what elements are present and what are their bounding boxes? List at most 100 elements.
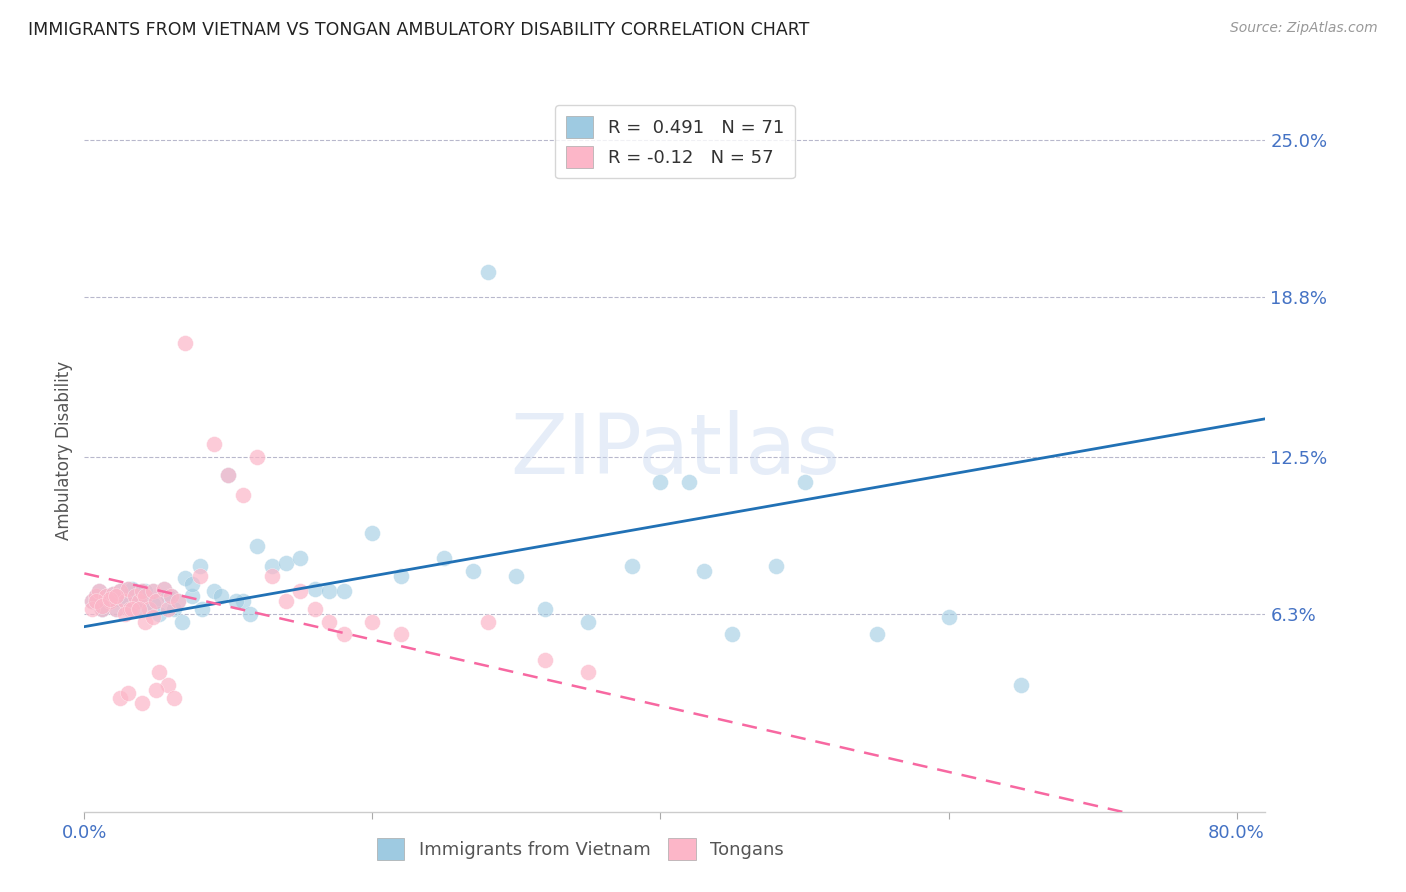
Point (121, 582, 143, 596)
Point (159, 589, 181, 603)
Point (290, 584, 312, 599)
Point (578, 615, 600, 629)
Point (477, 615, 499, 629)
Point (105, 591, 128, 606)
Point (120, 602, 142, 616)
Point (152, 582, 174, 596)
Legend: Immigrants from Vietnam, Tongans: Immigrants from Vietnam, Tongans (370, 831, 792, 868)
Point (163, 690, 186, 705)
Point (87, 584, 110, 599)
Point (209, 589, 232, 603)
Point (167, 594, 190, 608)
Point (145, 594, 167, 608)
Point (318, 615, 340, 629)
Point (232, 488, 254, 502)
Point (114, 607, 136, 621)
Point (131, 584, 153, 599)
Point (225, 594, 247, 608)
Point (90, 602, 112, 616)
Point (117, 582, 139, 596)
Point (90, 602, 112, 616)
Point (477, 265, 499, 279)
Point (120, 602, 142, 616)
Point (134, 584, 156, 599)
Point (117, 685, 139, 699)
Point (202, 584, 225, 599)
Point (174, 572, 197, 586)
Point (145, 594, 167, 608)
Point (217, 467, 239, 482)
Point (110, 584, 132, 599)
Y-axis label: Ambulatory Disability: Ambulatory Disability (55, 361, 73, 540)
Point (721, 627, 744, 641)
Point (128, 602, 150, 616)
Point (274, 594, 297, 608)
Point (142, 609, 165, 624)
Point (361, 615, 384, 629)
Point (202, 437, 225, 451)
Point (138, 602, 160, 616)
Point (389, 569, 412, 583)
Point (692, 564, 714, 578)
Point (1010, 678, 1032, 692)
Text: Source: ZipAtlas.com: Source: ZipAtlas.com (1230, 21, 1378, 35)
Point (534, 652, 557, 666)
Point (433, 551, 456, 566)
Point (98, 591, 121, 606)
Point (304, 582, 326, 596)
Point (142, 597, 165, 611)
Point (938, 609, 960, 624)
Point (110, 584, 132, 599)
Point (131, 696, 153, 710)
Point (87, 584, 110, 599)
Point (239, 607, 262, 621)
Point (110, 690, 132, 705)
Point (80, 594, 103, 608)
Point (172, 615, 194, 629)
Point (134, 615, 156, 629)
Point (246, 450, 269, 464)
Point (117, 582, 139, 596)
Point (105, 602, 128, 616)
Point (217, 467, 239, 482)
Point (290, 551, 312, 566)
Point (128, 602, 150, 616)
Point (260, 569, 283, 583)
Point (101, 587, 124, 601)
Point (138, 602, 160, 616)
Point (678, 475, 700, 490)
Text: IMMIGRANTS FROM VIETNAM VS TONGAN AMBULATORY DISABILITY CORRELATION CHART: IMMIGRANTS FROM VIETNAM VS TONGAN AMBULA… (28, 21, 810, 38)
Point (167, 594, 190, 608)
Point (156, 602, 179, 616)
Point (156, 589, 179, 603)
Point (131, 584, 153, 599)
Point (98, 594, 121, 608)
Point (94, 589, 117, 603)
Point (181, 589, 204, 603)
Point (163, 602, 186, 616)
Point (134, 589, 156, 603)
Point (142, 584, 165, 599)
Point (98, 594, 121, 608)
Point (793, 475, 815, 490)
Point (134, 589, 156, 603)
Point (124, 589, 146, 603)
Point (90, 602, 112, 616)
Point (534, 602, 557, 616)
Point (332, 627, 354, 641)
Point (463, 564, 485, 578)
Point (148, 607, 170, 621)
Point (114, 594, 136, 608)
Point (90, 599, 112, 614)
Point (128, 594, 150, 608)
Point (318, 584, 340, 599)
Point (142, 584, 165, 599)
Point (114, 594, 136, 608)
Point (361, 525, 384, 540)
Point (578, 665, 600, 680)
Point (114, 589, 136, 603)
Point (191, 602, 214, 616)
Point (304, 602, 326, 616)
Point (232, 594, 254, 608)
Point (101, 587, 124, 601)
